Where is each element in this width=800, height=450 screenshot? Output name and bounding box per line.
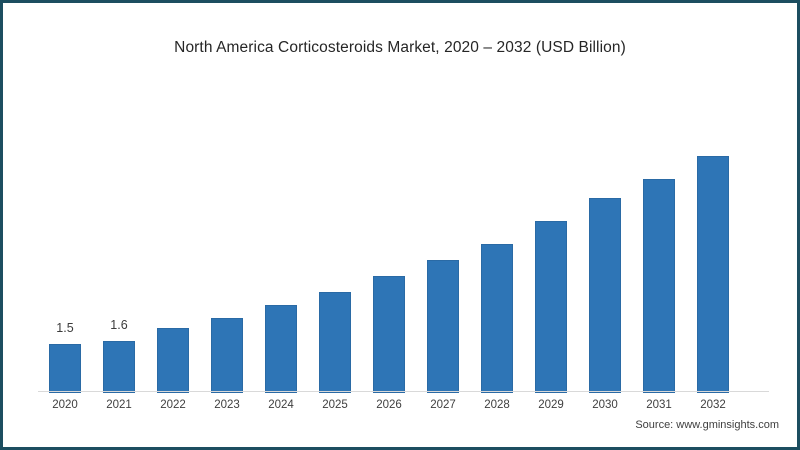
bar-value-label-2021: 1.6 bbox=[110, 318, 128, 332]
bar-2022[interactable] bbox=[157, 328, 189, 393]
bar-2029[interactable] bbox=[535, 221, 567, 393]
bar-slot bbox=[524, 83, 578, 393]
bar-slot bbox=[38, 83, 92, 393]
bar-slot bbox=[632, 83, 686, 393]
bar-2030[interactable] bbox=[589, 198, 621, 393]
bar-slot bbox=[470, 83, 524, 393]
x-axis-line bbox=[38, 391, 769, 392]
x-tick-label-2022: 2022 bbox=[160, 399, 186, 411]
x-tick-label-2025: 2025 bbox=[322, 399, 348, 411]
bar-2026[interactable] bbox=[373, 276, 405, 393]
bar-slot bbox=[362, 83, 416, 393]
source-note: Source: www.gminsights.com bbox=[635, 419, 779, 431]
bar-slot bbox=[308, 83, 362, 393]
bar-value-label-2020: 1.5 bbox=[56, 321, 74, 335]
x-tick-label-2030: 2030 bbox=[592, 399, 618, 411]
bar-slot bbox=[92, 83, 146, 393]
x-tick-label-2029: 2029 bbox=[538, 399, 564, 411]
bar-2021[interactable] bbox=[103, 341, 135, 393]
x-tick-label-2020: 2020 bbox=[52, 399, 78, 411]
x-tick-label-2021: 2021 bbox=[106, 399, 132, 411]
bar-slot bbox=[146, 83, 200, 393]
x-tick-label-2026: 2026 bbox=[376, 399, 402, 411]
bar-2023[interactable] bbox=[211, 318, 243, 393]
bar-slot bbox=[200, 83, 254, 393]
x-tick-label-2031: 2031 bbox=[646, 399, 672, 411]
x-tick-label-2023: 2023 bbox=[214, 399, 240, 411]
x-tick-label-2027: 2027 bbox=[430, 399, 456, 411]
x-tick-label-2032: 2032 bbox=[700, 399, 726, 411]
bar-slot bbox=[416, 83, 470, 393]
bar-2025[interactable] bbox=[319, 292, 351, 393]
bar-2020[interactable] bbox=[49, 344, 81, 393]
x-tick-label-2028: 2028 bbox=[484, 399, 510, 411]
bar-2027[interactable] bbox=[427, 260, 459, 393]
x-tick-label-2024: 2024 bbox=[268, 399, 294, 411]
bar-2032[interactable] bbox=[697, 156, 729, 393]
plot-area bbox=[38, 83, 770, 393]
bar-slot bbox=[254, 83, 308, 393]
bar-slot bbox=[686, 83, 740, 393]
bar-slot bbox=[578, 83, 632, 393]
chart-title: North America Corticosteroids Market, 20… bbox=[174, 39, 626, 56]
bar-2031[interactable] bbox=[643, 179, 675, 393]
bar-2028[interactable] bbox=[481, 244, 513, 393]
bar-2024[interactable] bbox=[265, 305, 297, 393]
